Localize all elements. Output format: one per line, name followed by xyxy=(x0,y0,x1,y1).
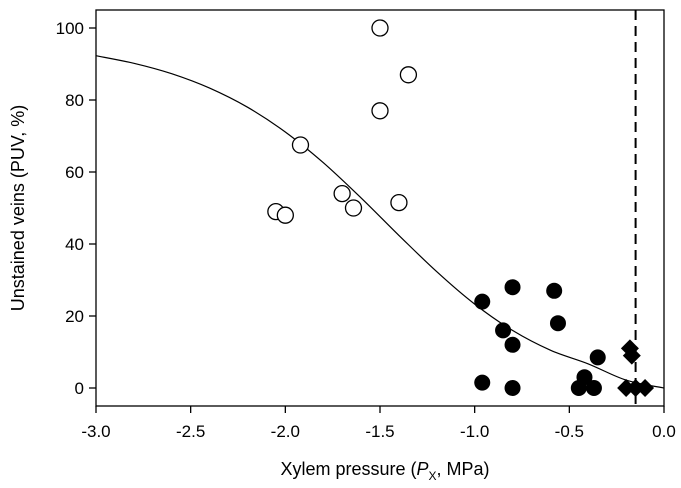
y-axis-title: Unstained veins (PUV, %) xyxy=(8,105,28,311)
x-tick-label: -1.0 xyxy=(460,422,489,441)
open-circle-point xyxy=(344,199,363,217)
open-circle-point xyxy=(371,102,389,120)
fit-curve xyxy=(95,55,665,389)
filled-circle-point xyxy=(474,374,491,391)
filled-diamond-point xyxy=(636,379,655,397)
filled-circle-point xyxy=(504,336,521,353)
filled-circle-point xyxy=(474,293,491,310)
y-tick-label: 100 xyxy=(56,19,84,38)
filled-circle-point xyxy=(549,315,566,332)
filled-circle-point xyxy=(495,322,512,339)
filled-circle-point xyxy=(546,282,563,299)
x-tick-label: -2.0 xyxy=(271,422,300,441)
x-axis-title: Xylem pressure (PX, MPa) xyxy=(280,459,489,483)
open-circle-point xyxy=(390,193,408,212)
open-circle-point xyxy=(333,184,351,203)
y-tick-label: 80 xyxy=(65,91,84,110)
x-tick-label: -0.5 xyxy=(555,422,584,441)
y-tick-label: 0 xyxy=(75,379,84,398)
x-axis-ticks: -3.0 -2.5 -2.0 -1.5 -1.0 -0.5 0.0 xyxy=(81,406,676,441)
y-tick-label: 40 xyxy=(65,235,84,254)
open-circle-point xyxy=(399,66,418,84)
y-tick-label: 60 xyxy=(65,163,84,182)
fit-curve-layer xyxy=(95,55,665,389)
filled-diamond-point xyxy=(617,379,636,397)
open-circle-point xyxy=(291,136,310,154)
filled-circle-point xyxy=(585,380,602,396)
data-points-layer xyxy=(267,19,655,397)
y-tick-label: 20 xyxy=(65,307,84,326)
x-tick-label: 0.0 xyxy=(652,422,676,441)
open-circle-point xyxy=(371,19,389,37)
filled-circle-point xyxy=(504,380,521,396)
x-tick-label: -2.5 xyxy=(176,422,205,441)
filled-diamond-point xyxy=(622,346,641,365)
x-tick-label: -1.5 xyxy=(365,422,394,441)
filled-circle-point xyxy=(504,279,521,296)
filled-diamond-point xyxy=(626,379,645,397)
y-axis-ticks: 0 20 40 60 80 100 xyxy=(56,19,96,398)
open-circle-point xyxy=(276,206,294,224)
x-tick-label: -3.0 xyxy=(81,422,110,441)
plot-area xyxy=(95,9,665,407)
plot-frame xyxy=(95,9,665,407)
filled-circle-point xyxy=(589,349,606,366)
filled-circle-point xyxy=(576,369,593,386)
